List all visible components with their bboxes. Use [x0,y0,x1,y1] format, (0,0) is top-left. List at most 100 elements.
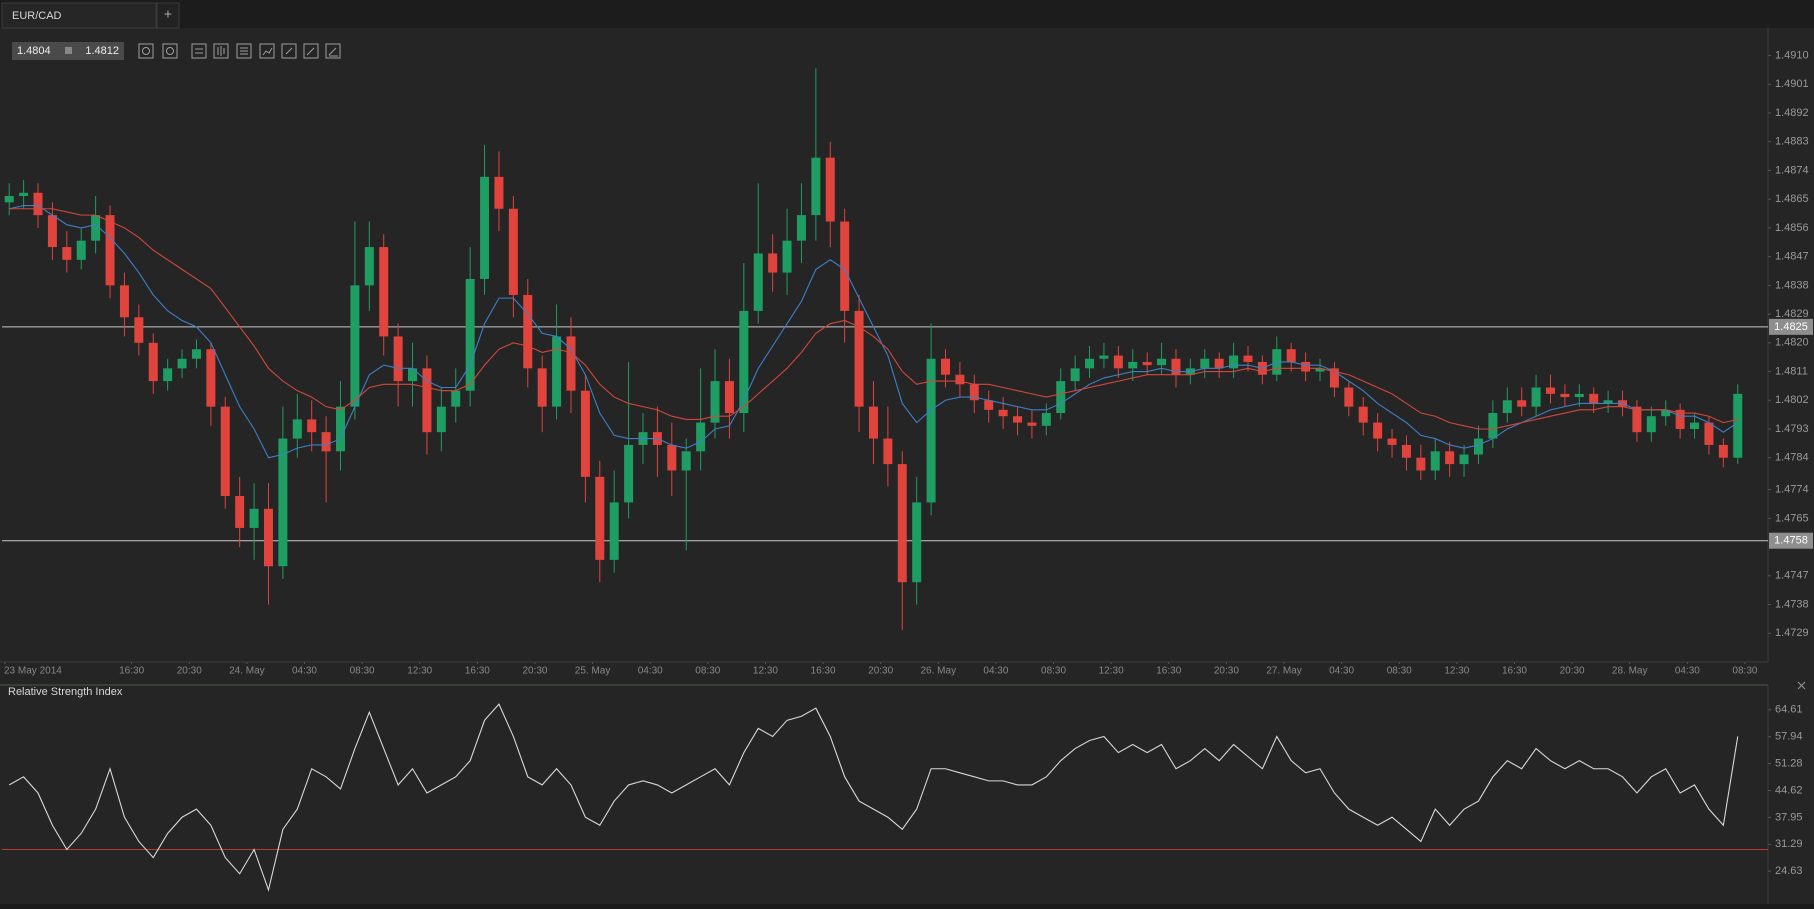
candle-body [1704,422,1714,445]
candle-body [436,406,446,433]
zoom-out-button[interactable] [138,43,154,59]
x-tick-label: 16:30 [1156,666,1181,677]
icon-frame[interactable] [303,43,319,59]
y-tick-label: 24.63 [1775,865,1803,877]
x-tick-label: 25. May [575,666,611,677]
icon-frame[interactable] [213,43,229,59]
candle-body [1430,451,1440,471]
bid-price: 1.4804 [17,45,51,57]
icon-frame[interactable] [191,43,207,59]
x-tick-label: 04:30 [292,666,317,677]
icon-frame[interactable] [138,43,154,59]
add-tab-label[interactable]: + [164,6,172,22]
tab-title[interactable]: EUR/CAD [12,10,62,22]
candle-body [998,409,1008,417]
candle-body [1459,454,1469,465]
candle-body [710,381,720,423]
x-tick-label: 16:30 [119,666,144,677]
candle-body [1473,438,1483,455]
icon-frame[interactable] [259,43,275,59]
candle-body [47,215,57,248]
candle-body [1085,358,1095,369]
candle-body [206,349,216,407]
candle-body [1589,393,1599,404]
icon-glyph[interactable] [328,47,338,57]
attach-button[interactable] [281,43,297,59]
candle-body [1315,368,1325,372]
candle-body [422,368,432,433]
candle-body [494,176,504,209]
y-tick-label: 1.4901 [1775,78,1809,90]
candle-body [1070,368,1080,382]
candle-body [451,390,461,407]
candle-body [119,285,129,318]
candle-body [91,215,101,241]
zoom-in-button[interactable] [162,43,178,59]
x-tick-label: 04:30 [638,666,663,677]
chart-type-button[interactable] [213,43,229,59]
icon-glyph[interactable] [142,47,150,55]
icon-glyph[interactable] [262,47,273,56]
candle-body [465,278,475,391]
icon-glyph[interactable] [217,46,225,56]
x-tick-label: 12:30 [753,666,778,677]
x-tick-label: 08:30 [350,666,375,677]
candle-body [1646,416,1656,433]
icon-frame[interactable] [325,43,341,59]
candle-body [379,247,389,337]
candle-body [753,253,763,311]
x-tick-label: 04:30 [1329,666,1354,677]
icon-glyph[interactable] [285,47,293,55]
candle-body [681,451,691,471]
icon-glyph[interactable] [166,47,174,55]
edit-button[interactable] [303,43,319,59]
candle-body [1445,451,1455,465]
candle-body [321,432,331,452]
indicators-button[interactable] [236,43,252,59]
y-tick-label: 1.4856 [1775,222,1809,234]
candle-body [1690,422,1700,429]
icon-frame[interactable] [236,43,252,59]
candle-body [955,374,965,385]
candle-body [1545,387,1555,394]
icon-frame[interactable] [162,43,178,59]
candle-body [1113,355,1123,369]
candle-body [1531,387,1541,407]
close-indicator-button[interactable] [1797,681,1806,690]
candle-body [1329,368,1339,388]
y-tick-label: 1.4747 [1775,570,1809,582]
timeframe-button[interactable] [191,43,207,59]
y-tick-label: 1.4774 [1775,484,1809,496]
level-tag [1769,318,1813,335]
y-tick-label: 1.4820 [1775,337,1809,349]
candle-body [1214,358,1224,369]
add-tab-button[interactable] [156,2,180,29]
y-tick-label: 1.4784 [1775,452,1809,464]
candle-body [1603,400,1613,404]
template-button[interactable] [259,43,275,59]
x-tick-label: 24. May [229,666,265,677]
y-tick-label: 64.61 [1775,704,1803,716]
candle-body [1041,413,1051,426]
icon-frame[interactable] [281,43,297,59]
icon-glyph[interactable] [195,48,203,54]
moving-average-line [9,208,1738,430]
tab[interactable] [1,2,157,29]
y-tick-label: 1.4883 [1775,136,1809,148]
draw-button[interactable] [325,43,341,59]
candle-body [1401,444,1411,458]
y-tick-label: 1.4729 [1775,627,1809,639]
icon-glyph[interactable] [306,47,315,56]
x-tick-label: 04:30 [983,666,1008,677]
candle-body [408,368,418,382]
candle-body [624,444,634,503]
y-tick-label: 1.4765 [1775,512,1809,524]
icon-glyph[interactable] [240,47,248,55]
candle-body [1200,358,1210,369]
y-tick-label: 44.62 [1775,784,1803,796]
y-tick-label: 51.28 [1775,757,1803,769]
candle-body [1286,349,1296,362]
candle-body [1243,355,1253,362]
candle-body [278,438,288,567]
candle-body [1358,406,1368,423]
